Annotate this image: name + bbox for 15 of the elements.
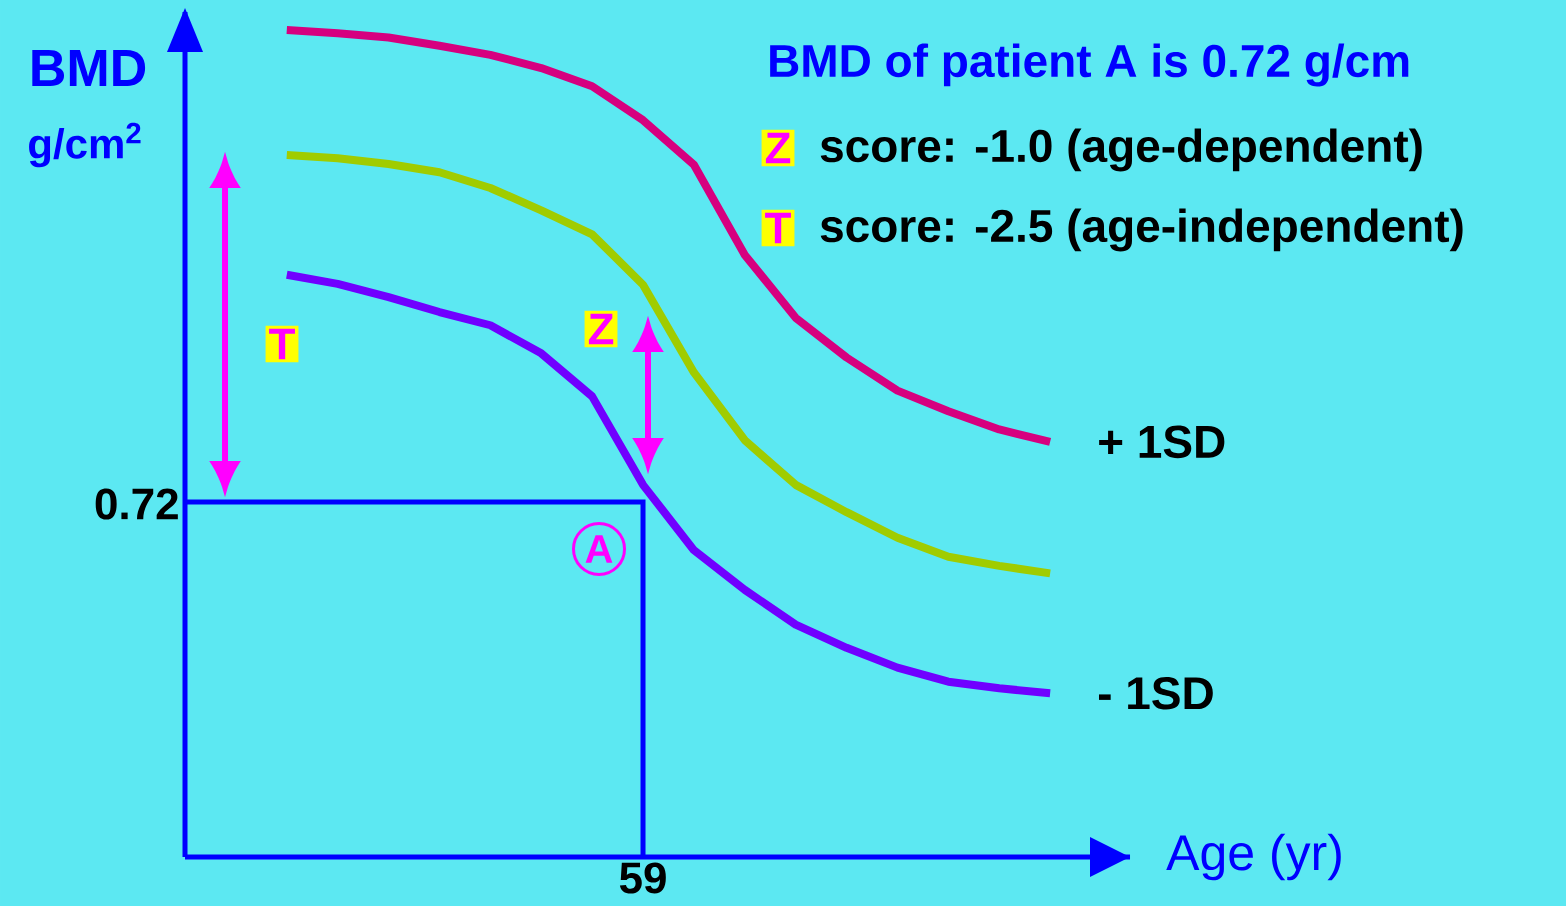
annotation: T xyxy=(765,212,791,244)
series-label: - 1SD xyxy=(1098,676,1213,710)
annotation: T xyxy=(269,328,295,360)
x-axis-title: Age (yr) xyxy=(1166,833,1341,881)
annotation: Z xyxy=(765,132,791,164)
y-axis-title: BMD xyxy=(32,50,146,86)
annotation: Z xyxy=(588,313,614,345)
text: 0.72 xyxy=(95,488,178,520)
annotation: A xyxy=(585,535,613,563)
annotation: score: -2.5 (age-independent) xyxy=(820,208,1463,252)
annotation: score: -1.0 (age-dependent) xyxy=(820,128,1422,172)
text: g/cm$^{2}$ xyxy=(29,122,141,168)
chart-title: BMD of patient A is 0.72 g/cm xyxy=(770,43,1409,87)
series-label: + 1SD xyxy=(1099,425,1225,459)
text: 59 xyxy=(619,862,666,894)
